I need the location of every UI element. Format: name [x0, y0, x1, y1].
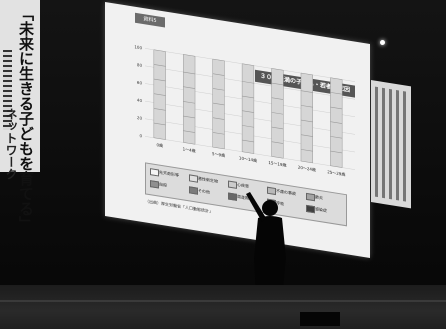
left-banner-side-text: ネットワーク — [4, 108, 18, 180]
bar-segment-divider — [183, 71, 196, 75]
chart-plot: 0 20 40 60 80 100 0歳 1〜4歳 5〜9歳 10〜14歳 15〜19歳 20〜24歳… — [127, 37, 359, 184]
bar-segment-divider — [330, 150, 343, 154]
bar-segment-divider — [242, 110, 254, 113]
bar-segment-divider — [271, 82, 284, 86]
speaker-head — [262, 200, 278, 216]
y-tick-label: 20 — [137, 115, 143, 121]
bar-column — [241, 63, 255, 154]
bar-segment-divider — [300, 134, 313, 137]
bar-segment-divider — [212, 102, 225, 106]
y-tick-label: 100 — [134, 44, 142, 50]
left-banner: 「未来に生きる子どもを育てる」 ネットワーク — [0, 0, 40, 231]
y-tick-label: 80 — [137, 62, 143, 68]
right-banner — [371, 80, 411, 209]
bar-segment-divider — [242, 125, 254, 128]
speaker-silhouette — [246, 192, 286, 298]
legend-swatch — [228, 180, 237, 189]
x-tick-label: 5〜9歳 — [212, 150, 225, 158]
bar-segment-divider — [271, 126, 284, 130]
bar-segment-divider — [330, 92, 343, 95]
speaker-raised-arm — [246, 192, 266, 222]
stacked-bar-chart: 0 20 40 60 80 100 0歳 1〜4歳 5〜9歳 10〜14歳 15〜19歳 20〜24歳… — [134, 44, 355, 177]
legend-item: 感染症 — [306, 204, 327, 215]
legend-item: 悪性新生物 — [189, 173, 218, 186]
bar-segment-divider — [153, 78, 166, 82]
y-tick-label: 60 — [137, 80, 143, 86]
legend-label: 自殺 — [159, 181, 167, 188]
x-tick-label: 1〜4歳 — [183, 145, 196, 153]
legend-item: その他 — [189, 185, 210, 196]
legend-label: 肺炎 — [315, 194, 323, 201]
bar-segment-divider — [330, 106, 343, 110]
y-tick-label: 0 — [139, 133, 142, 138]
bar-segment-divider — [212, 88, 225, 91]
bar-segment-divider — [153, 122, 166, 126]
bar-segment-divider — [183, 130, 196, 133]
slide-tag: 資料5 — [135, 12, 165, 28]
bar-segment-divider — [300, 90, 313, 93]
bar-segment-divider — [271, 141, 284, 144]
projection-screen: 資料5 ３０歳未満の子ども・若者の死因 0204060801000歳1〜4歳5〜… — [105, 2, 370, 258]
stage-rail — [0, 300, 446, 302]
bar-segment-divider — [300, 149, 313, 152]
bar-segment-divider — [212, 117, 225, 120]
bar-5 — [271, 68, 284, 159]
bar-segment-divider — [183, 115, 196, 119]
bar-segment-divider — [330, 136, 343, 139]
bar-segment-divider — [212, 132, 225, 135]
bar-column — [300, 72, 313, 164]
bar-7 — [330, 77, 343, 168]
legend-label: 感染症 — [315, 206, 327, 214]
bar-segment-divider — [242, 95, 254, 99]
x-tick-label: 15〜19歳 — [268, 159, 286, 168]
legend-item: 肺炎 — [306, 192, 323, 203]
legend-swatch — [306, 204, 315, 214]
legend-swatch — [189, 186, 198, 195]
legend-swatch — [306, 192, 315, 202]
bar-column — [183, 54, 196, 145]
stage-light — [380, 40, 385, 45]
x-tick-label: 25〜29歳 — [327, 168, 345, 177]
legend-item: 自殺 — [150, 179, 167, 190]
bar-segment-divider — [300, 105, 313, 108]
x-tick-label: 10〜14歳 — [239, 154, 257, 163]
x-tick-label: 0歳 — [156, 141, 163, 148]
left-banner-small-print — [3, 50, 12, 130]
bar-segment-divider — [300, 119, 313, 123]
legend-label: その他 — [198, 187, 210, 195]
right-banner-text-columns — [375, 86, 407, 202]
lectern — [300, 312, 340, 326]
bar-segment-divider — [212, 73, 225, 76]
legend-swatch — [150, 180, 159, 189]
legend-item: 先天奇形等 — [150, 167, 179, 180]
bar-2 — [183, 54, 196, 145]
legend-label: 悪性新生物 — [198, 175, 218, 184]
bar-segment-divider — [271, 97, 284, 100]
bar-6 — [300, 72, 313, 164]
x-tick-label: 20〜24歳 — [298, 164, 316, 173]
bar-1 — [153, 49, 166, 140]
bar-segment-divider — [242, 81, 254, 84]
legend-swatch — [189, 174, 198, 183]
speaker-body — [254, 216, 286, 298]
bar-segment-divider — [153, 108, 166, 111]
bar-segment-divider — [153, 64, 166, 67]
bar-segment-divider — [271, 112, 284, 115]
bar-segment-divider — [183, 86, 196, 89]
bar-segment-divider — [330, 121, 343, 124]
bar-3 — [212, 58, 225, 150]
bar-segment-divider — [242, 139, 254, 143]
bar-segment-divider — [153, 93, 166, 96]
legend-swatch — [150, 168, 159, 177]
y-tick-label: 40 — [137, 97, 143, 103]
stage-floor — [0, 285, 446, 329]
legend-swatch — [228, 192, 237, 201]
legend-label: 先天奇形等 — [159, 169, 179, 178]
bar-segment-divider — [183, 101, 196, 104]
bar-4 — [241, 63, 255, 154]
left-banner-main-text: 「未来に生きる子どもを育てる」 — [17, 6, 35, 231]
